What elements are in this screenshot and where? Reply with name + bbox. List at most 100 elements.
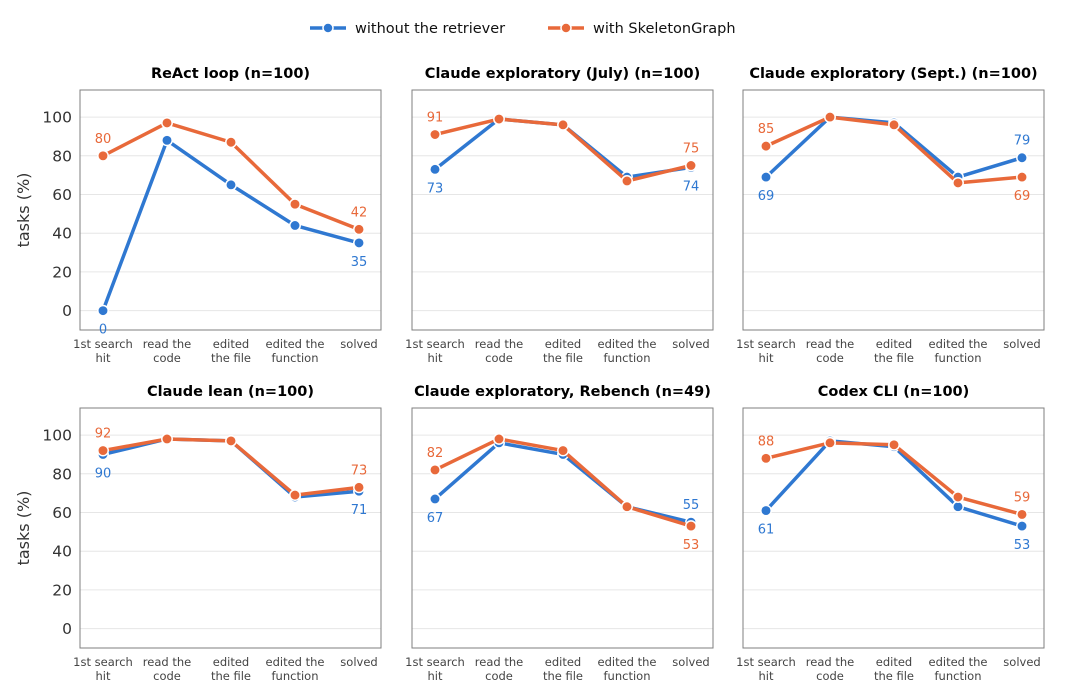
x-tick-label: edited the file xyxy=(874,337,914,365)
x-tick-line: code xyxy=(816,351,844,365)
y-tick-label: 0 xyxy=(62,302,72,320)
data-label: 61 xyxy=(758,523,775,538)
x-tick-label: edited the file xyxy=(874,655,914,683)
x-tick-line: edited the xyxy=(598,655,657,669)
data-point-with xyxy=(760,140,772,153)
data-label: 59 xyxy=(1014,490,1031,505)
x-tick-line: the file xyxy=(543,351,583,365)
x-tick-line: 1st search xyxy=(736,655,796,669)
x-tick-line: the file xyxy=(211,669,251,683)
data-label: 55 xyxy=(683,498,700,513)
data-point-with xyxy=(888,118,900,131)
x-tick-line: read the xyxy=(143,655,191,669)
data-label: 88 xyxy=(758,434,775,449)
data-point-without xyxy=(952,500,964,513)
x-tick-line: edited xyxy=(213,655,249,669)
x-tick-label: read the code xyxy=(806,337,854,365)
x-tick-line: code xyxy=(485,351,513,365)
data-label: 92 xyxy=(95,427,112,442)
x-tick-label: read the code xyxy=(475,655,523,683)
x-tick-label: edited the function xyxy=(929,337,988,365)
x-tick-line: read the xyxy=(475,337,523,351)
x-tick-line: edited the xyxy=(266,655,325,669)
series-line-without xyxy=(101,138,361,313)
data-label: 75 xyxy=(683,141,700,156)
data-label: 69 xyxy=(758,189,775,204)
x-tick-line: read the xyxy=(475,655,523,669)
x-tick-label: edited the file xyxy=(211,655,251,683)
x-tick-line: solved xyxy=(672,337,709,351)
x-tick-line: code xyxy=(816,669,844,683)
data-point-with xyxy=(952,491,964,503)
data-label: 53 xyxy=(1014,538,1031,553)
x-tick-label: read the code xyxy=(475,337,523,365)
panel-title: Claude lean (n=100) xyxy=(147,384,314,400)
data-point-without xyxy=(161,134,173,147)
x-tick-line: 1st search xyxy=(405,655,465,669)
data-label: 91 xyxy=(427,111,444,126)
series-line-without xyxy=(101,437,361,499)
data-point-with xyxy=(824,111,836,124)
legend-entry-without: without the retriever xyxy=(310,21,505,37)
y-tick-label: 0 xyxy=(62,620,72,638)
x-tick-line: read the xyxy=(806,337,854,351)
data-point-with xyxy=(1016,508,1028,521)
x-tick-line: solved xyxy=(1003,337,1040,351)
x-tick-label: edited the file xyxy=(211,337,251,365)
data-label: 0 xyxy=(99,323,107,338)
data-point-with xyxy=(1016,171,1028,184)
y-tick-label: 40 xyxy=(52,225,72,243)
legend-marker xyxy=(560,22,572,34)
data-point-with xyxy=(888,438,900,451)
data-point-with xyxy=(161,433,173,445)
x-tick-label: edited the function xyxy=(266,655,325,683)
x-tick-line: 1st search xyxy=(405,337,465,351)
data-point-without xyxy=(225,178,237,191)
series-line-with xyxy=(101,437,361,497)
x-tick-label: solved xyxy=(1003,655,1040,669)
panel-3: Claude exploratory (Sept.) (n=100) 1st se… xyxy=(736,66,1045,365)
y-axis-label: tasks (%) xyxy=(14,491,33,566)
x-tick-line: edited xyxy=(545,655,581,669)
x-tick-label: solved xyxy=(672,655,709,669)
data-point-with xyxy=(621,500,633,513)
x-tick-line: the file xyxy=(874,669,914,683)
x-tick-label: solved xyxy=(340,337,377,351)
data-label: 90 xyxy=(95,466,112,481)
panel-title: Claude exploratory (Sept.) (n=100) xyxy=(749,66,1037,82)
panel-frame xyxy=(79,407,382,649)
x-tick-line: edited the xyxy=(929,337,988,351)
legend-marker xyxy=(322,22,334,34)
y-tick-label: 100 xyxy=(42,109,72,127)
data-point-without xyxy=(289,219,301,232)
x-tick-label: 1st search hit xyxy=(405,337,465,365)
x-tick-line: solved xyxy=(1003,655,1040,669)
data-label: 73 xyxy=(427,181,444,196)
x-tick-label: solved xyxy=(1003,337,1040,351)
data-point-with xyxy=(225,136,237,149)
x-tick-line: function xyxy=(272,351,319,365)
x-tick-line: function xyxy=(935,669,982,683)
data-point-with xyxy=(353,481,365,494)
legend-label: with SkeletonGraph xyxy=(593,21,736,37)
data-label: 71 xyxy=(351,503,368,518)
x-tick-label: read the code xyxy=(143,337,191,365)
panel-6: Codex CLI (n=100) 1st search hit read the co… xyxy=(736,384,1045,683)
x-tick-line: 1st search xyxy=(73,655,133,669)
x-tick-line: 1st search xyxy=(736,337,796,351)
x-tick-label: edited the file xyxy=(543,337,583,365)
data-label: 80 xyxy=(95,132,112,147)
panel-title: Claude exploratory (July) (n=100) xyxy=(425,66,700,82)
data-point-with xyxy=(557,118,569,131)
panel-frame xyxy=(411,89,714,331)
data-point-without xyxy=(353,236,365,249)
panel-frame xyxy=(742,407,1045,649)
panel-1: ReAct loop (n=100) 0 20 40 60 80 100 tasks (%) 1… xyxy=(14,66,382,365)
x-tick-line: edited xyxy=(545,337,581,351)
x-tick-label: solved xyxy=(340,655,377,669)
x-tick-label: solved xyxy=(672,337,709,351)
data-label: 67 xyxy=(427,511,444,526)
series-line-with xyxy=(764,441,1024,517)
y-tick-label: 60 xyxy=(52,504,72,522)
data-point-without xyxy=(429,493,441,505)
